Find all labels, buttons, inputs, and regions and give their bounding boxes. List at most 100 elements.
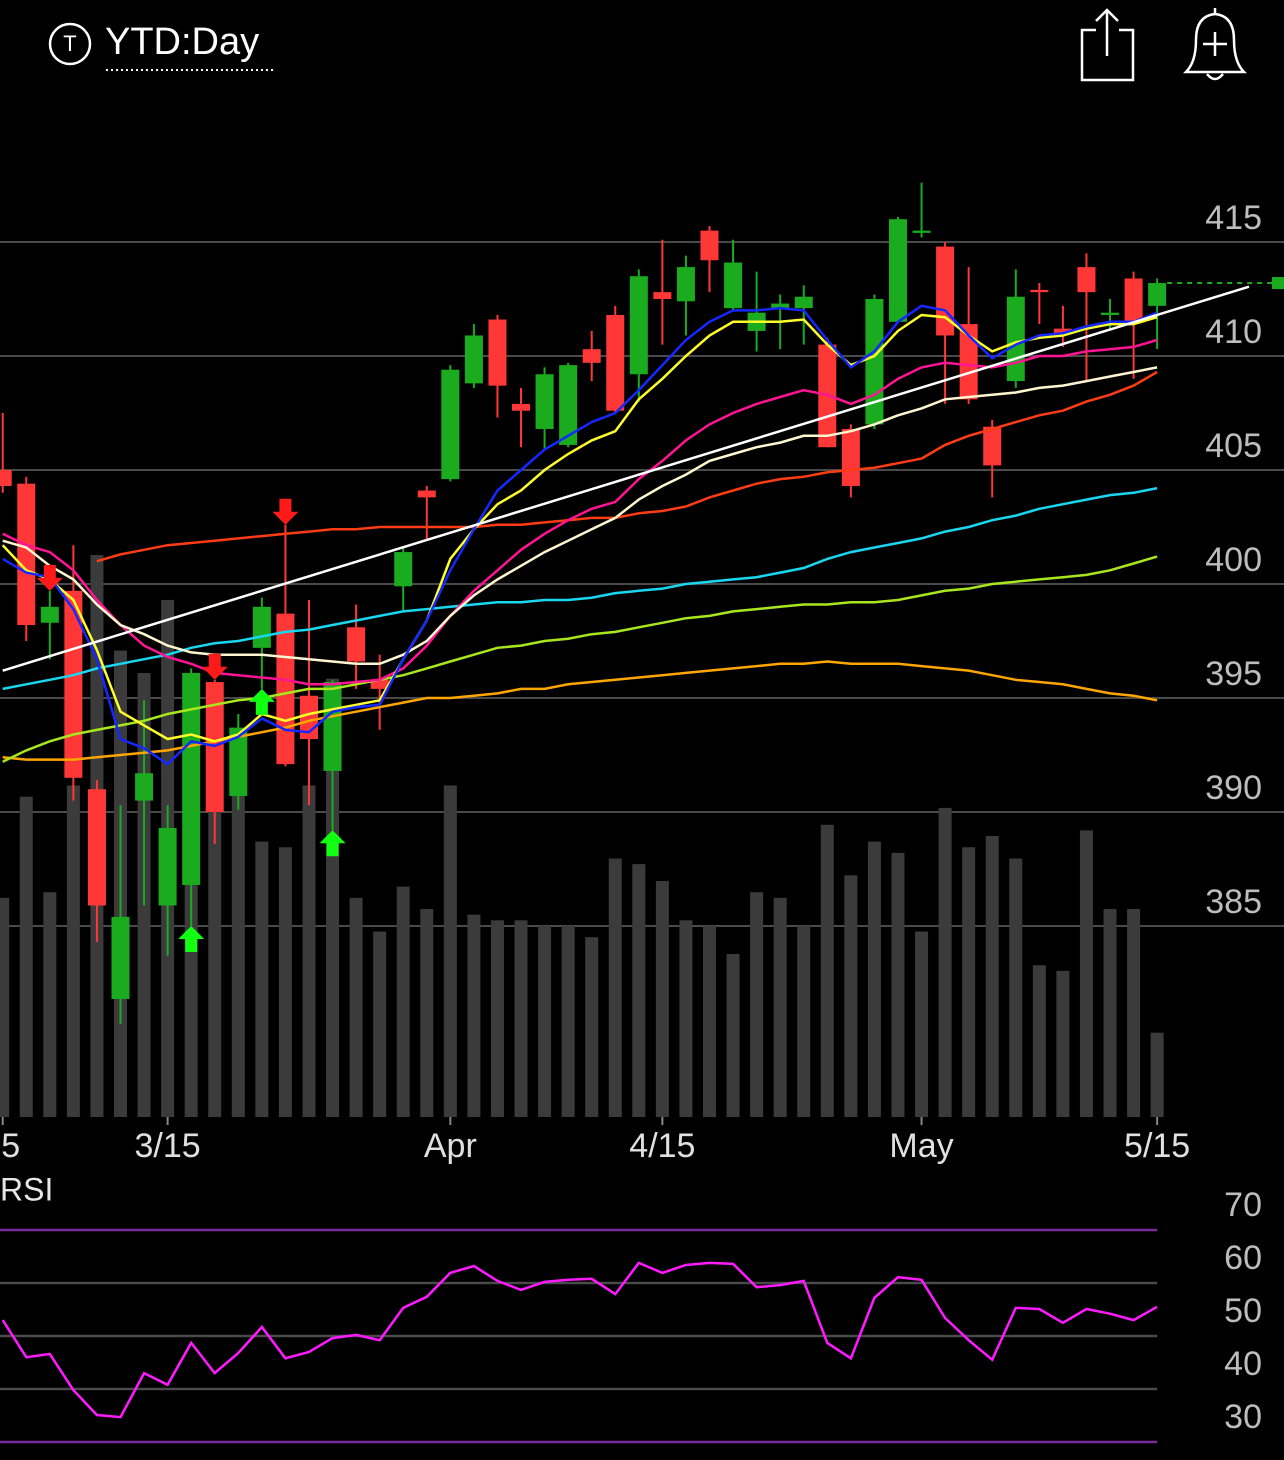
volume-bar [326,678,340,1117]
volume-bar [561,925,575,1117]
candle-body [888,219,907,322]
x-tick-label: 3/15 [135,1127,201,1165]
candle-body [1006,296,1025,382]
timeframe-selector[interactable]: T YTD:Day [48,21,273,71]
volume-bar [538,925,552,1117]
candle-body [276,613,295,765]
x-tick-label: Apr [424,1127,477,1165]
volume-bar [726,954,740,1117]
candle-body [0,470,12,486]
volume-bar [1032,965,1046,1117]
candle-body [653,292,672,299]
volume-bar [585,937,599,1117]
candle-body [135,773,154,801]
volume-bar [820,824,834,1117]
volume-bar [1079,830,1093,1117]
volume-bar [467,914,481,1117]
moving-average-line [2,366,1158,666]
volume-bar [773,897,787,1117]
rsi-line [1,1261,1158,1419]
candle-body [912,230,931,233]
candle-body [1030,289,1049,293]
candle-body [535,374,554,429]
candle-body [323,682,342,771]
candle-body [370,679,389,689]
volume-bar [844,875,858,1117]
y-tick-label: 385 [1205,883,1262,921]
moving-average-line [2,555,1158,763]
volume-bar [0,897,10,1117]
volume-bar [420,909,434,1117]
candle-body [629,276,648,375]
x-tick-label: 5/15 [1124,1127,1190,1165]
buy-signal [319,830,346,857]
volume-bar [915,931,929,1117]
candle-body [64,590,83,778]
candle-body [347,627,366,662]
candle-body [936,246,955,336]
y-tick-label: 30 [1224,1398,1262,1436]
candle-body [1148,283,1167,306]
candle-body [158,827,177,906]
y-tick-label: 390 [1205,769,1262,807]
candle-body [1077,267,1096,293]
volume-bar [1150,1032,1164,1117]
y-tick-label: 60 [1224,1239,1262,1277]
volume-bar [349,897,363,1117]
y-tick-label: 400 [1205,541,1262,579]
share-button[interactable] [1080,8,1135,82]
candle-body [771,303,790,309]
candle-body [841,428,860,486]
candle-body [252,606,271,648]
symbol-icon-ring [48,22,92,66]
volume-bar [278,847,292,1117]
trend-line [2,285,1250,672]
y-tick-label: 70 [1224,1186,1262,1224]
candle-body [182,672,201,885]
candle-body [1124,278,1143,322]
volume-bar [632,864,646,1117]
volume-bar [302,785,316,1117]
volume-bar [373,931,387,1117]
volume-bar [891,852,905,1117]
volume-bar [797,925,811,1117]
candle-body [87,789,106,906]
sell-signal [272,498,299,525]
volume-bar [1103,909,1117,1117]
x-tick-label: 5 [1,1127,20,1165]
y-tick-label: 415 [1205,199,1262,237]
volume-bar [962,847,976,1117]
candle-body [17,483,36,626]
bell-plus [1203,8,1227,56]
volume-bar [1127,909,1141,1117]
buy-signal [178,926,205,952]
candle-body [441,369,460,480]
timeframe-label[interactable]: YTD:Day [105,21,259,63]
alert-button[interactable] [1182,8,1248,81]
candle-body [1053,328,1072,334]
y-tick-label: 405 [1205,427,1262,465]
volume-bar [490,920,504,1117]
moving-average-line [2,486,1158,691]
x-tick-label: May [889,1127,953,1165]
volume-bar [867,841,881,1117]
volume-bar [655,880,669,1117]
volume-bar [43,892,57,1117]
candle-body [111,916,130,999]
candle-body [229,727,248,797]
volume-bar [514,920,528,1117]
y-tick-label: 40 [1224,1345,1262,1383]
candle-body [559,365,578,445]
volume-bar [1056,970,1070,1117]
y-tick-label: 50 [1224,1292,1262,1330]
volume-bar [679,920,693,1117]
share-arrow [1095,8,1119,56]
sell-signal [201,653,228,680]
bell-body [1182,12,1248,74]
candle-body [983,426,1002,466]
candle-body [488,319,507,386]
share-box [1080,28,1135,82]
volume-bar [938,807,952,1117]
volume-bar [396,886,410,1117]
